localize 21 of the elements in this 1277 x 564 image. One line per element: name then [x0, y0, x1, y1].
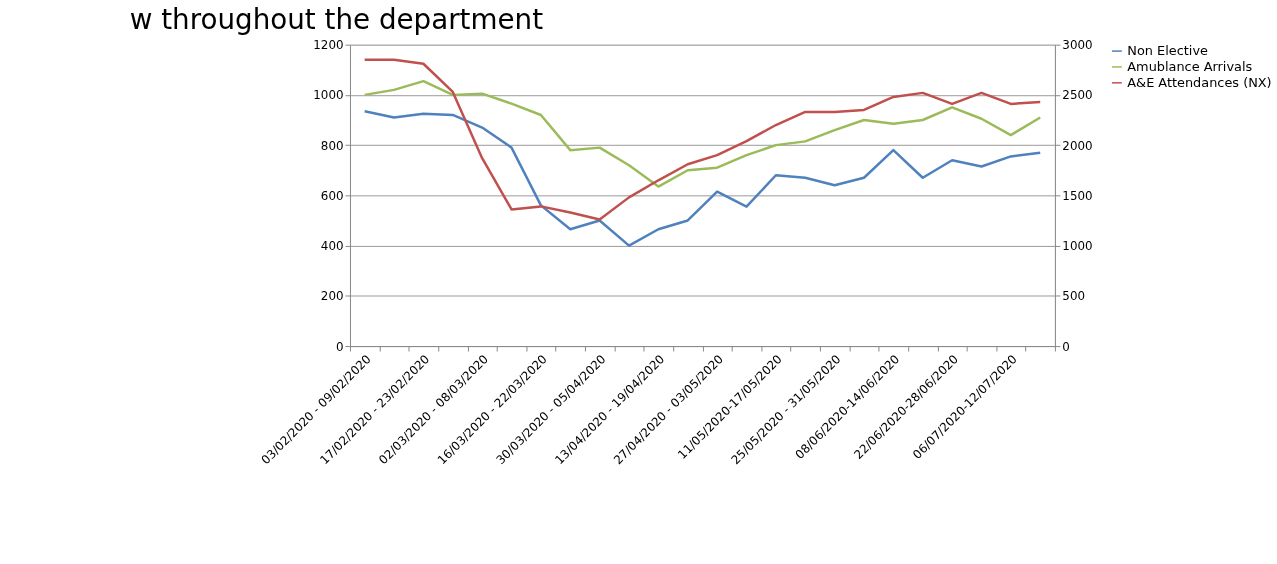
y2-tick-label: 2500	[1062, 88, 1093, 103]
y2-tick-label: 1000	[1062, 239, 1093, 254]
y-tick-label: 200	[320, 289, 344, 304]
line-series	[363, 79, 1042, 188]
y2-tick-label: 0	[1062, 339, 1070, 354]
y-tick-label: 0	[335, 339, 344, 354]
y2-tick-label: 2000	[1062, 138, 1093, 153]
chart-title: w throughout the department	[129, 2, 544, 36]
legend-label: A&E Attendances (NX)	[1127, 74, 1272, 90]
y2-tick-label: 3000	[1062, 38, 1093, 53]
y-tick-label: 400	[320, 239, 344, 254]
line-series	[363, 109, 1042, 247]
y2-tick-label: 500	[1062, 289, 1086, 304]
legend-label: Amublance Arrivals	[1127, 58, 1253, 74]
y-tick-label: 1200	[313, 38, 344, 53]
line-series	[363, 58, 1042, 221]
y-tick-label: 600	[320, 188, 344, 203]
y-tick-label: 800	[320, 138, 344, 153]
y-tick-label: 1000	[313, 88, 344, 103]
y2-tick-label: 1500	[1062, 188, 1093, 203]
legend-label: Non Elective	[1127, 43, 1209, 59]
